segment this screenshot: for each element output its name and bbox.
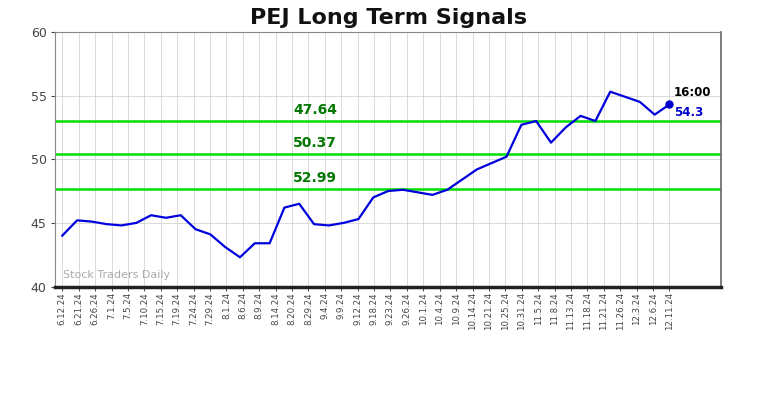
Text: 54.3: 54.3 bbox=[674, 106, 703, 119]
Text: 47.64: 47.64 bbox=[293, 103, 337, 117]
Title: PEJ Long Term Signals: PEJ Long Term Signals bbox=[249, 8, 527, 27]
Text: Stock Traders Daily: Stock Traders Daily bbox=[63, 270, 169, 280]
Text: 52.99: 52.99 bbox=[293, 171, 337, 185]
Text: 16:00: 16:00 bbox=[674, 86, 711, 100]
Text: 50.37: 50.37 bbox=[293, 136, 337, 150]
